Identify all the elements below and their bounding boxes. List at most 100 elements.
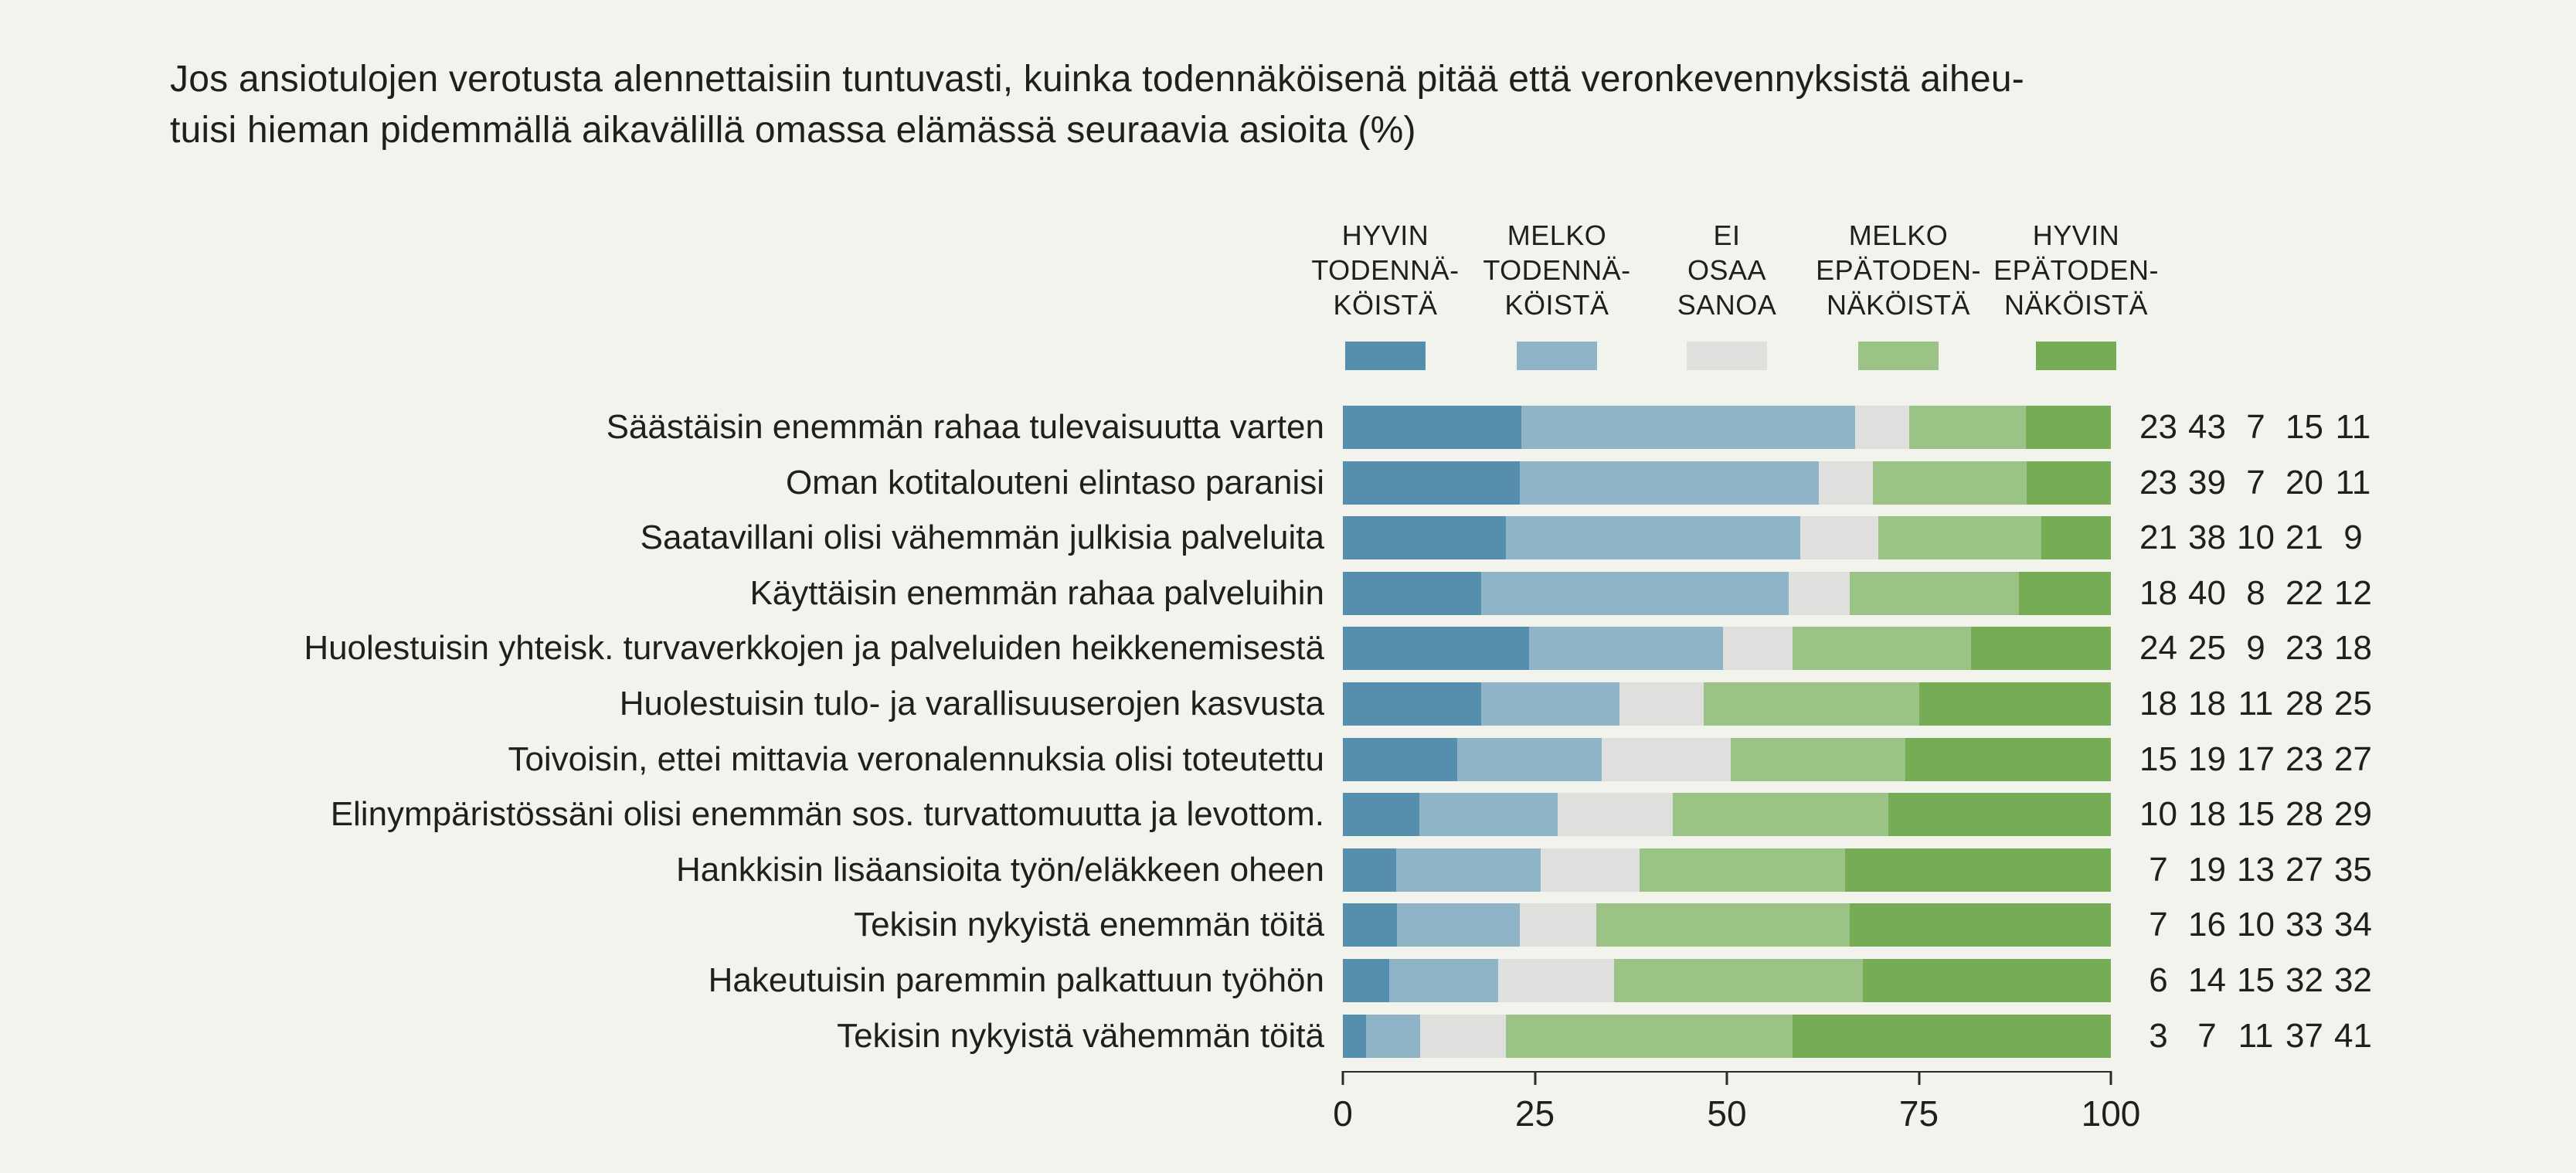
bar-segment-melko-epatodennakoista xyxy=(1872,461,2027,505)
legend-label: HYVIN TODENNÄ- KÖISTÄ xyxy=(1311,219,1460,321)
value-label-melko-epatodennakoista: 23 xyxy=(2285,740,2323,778)
bar-segment-ei-osaa-sanoa xyxy=(1497,958,1615,1002)
value-label-hyvin-epatodennakoista: 27 xyxy=(2334,740,2372,778)
bar-segment-melko-epatodennakoista xyxy=(1596,903,1850,947)
row-values: 18 18 11 28 25 xyxy=(2134,682,2377,726)
value-label-melko-todennakoista: 16 xyxy=(2188,906,2226,944)
value-label-melko-epatodennakoista: 28 xyxy=(2285,795,2323,834)
chart-row: Toivoisin, ettei mittavia veronalennuksi… xyxy=(0,737,2576,794)
bar-segment-melko-epatodennakoista xyxy=(1908,406,2026,449)
value-label-ei-osaa-sanoa: 15 xyxy=(2237,795,2275,834)
bar-segment-melko-epatodennakoista xyxy=(1704,682,1919,726)
value-label-melko-todennakoista: 40 xyxy=(2188,573,2226,612)
value-label-ei-osaa-sanoa: 7 xyxy=(2246,463,2265,502)
legend-item-hyvin-todennakoista: HYVIN TODENNÄ- KÖISTÄ xyxy=(1296,218,1474,370)
bar-segment-hyvin-epatodennakoista xyxy=(1888,793,2111,837)
axis-tick xyxy=(1534,1071,1536,1085)
bar-segment-melko-todennakoista xyxy=(1419,793,1558,837)
legend-swatch-hyvin-epatodennakoista xyxy=(2036,342,2116,370)
row-bar xyxy=(1343,461,2111,505)
row-bar xyxy=(1343,793,2111,837)
row-values: 7 16 10 33 34 xyxy=(2134,903,2377,947)
bar-segment-melko-todennakoista xyxy=(1396,903,1520,947)
bar-segment-melko-todennakoista xyxy=(1395,848,1541,892)
value-label-ei-osaa-sanoa: 7 xyxy=(2246,408,2265,446)
row-bar xyxy=(1343,516,2111,560)
value-label-melko-todennakoista: 43 xyxy=(2188,408,2226,446)
axis-tick xyxy=(1725,1071,1728,1085)
bar-segment-ei-osaa-sanoa xyxy=(1519,903,1597,947)
bar-segment-ei-osaa-sanoa xyxy=(1819,461,1873,505)
row-bar xyxy=(1343,1014,2111,1058)
legend-swatch-hyvin-todennakoista xyxy=(1345,342,1426,370)
bar-segment-hyvin-todennakoista xyxy=(1343,682,1481,726)
value-label-melko-todennakoista: 14 xyxy=(2188,960,2226,999)
bar-segment-melko-todennakoista xyxy=(1456,737,1602,781)
bar-segment-melko-todennakoista xyxy=(1519,461,1820,505)
bar-segment-melko-todennakoista xyxy=(1528,627,1723,671)
row-label: Toivoisin, ettei mittavia veronalennuksi… xyxy=(508,740,1324,778)
value-label-hyvin-epatodennakoista: 34 xyxy=(2334,906,2372,944)
bar-segment-melko-todennakoista xyxy=(1366,1014,1421,1058)
bar-segment-hyvin-todennakoista xyxy=(1343,958,1390,1002)
value-label-melko-epatodennakoista: 15 xyxy=(2285,408,2323,446)
value-label-melko-epatodennakoista: 20 xyxy=(2285,463,2323,502)
row-label: Oman kotitalouteni elintaso paranisi xyxy=(785,463,1324,502)
legend-swatch-melko-epatodennakoista xyxy=(1858,342,1939,370)
bar-segment-ei-osaa-sanoa xyxy=(1788,571,1850,615)
bar-segment-melko-epatodennakoista xyxy=(1850,571,2019,615)
value-label-ei-osaa-sanoa: 11 xyxy=(2238,1016,2274,1055)
value-label-hyvin-todennakoista: 15 xyxy=(2139,740,2177,778)
row-bar xyxy=(1343,958,2112,1002)
row-values: 24 25 9 23 18 xyxy=(2134,627,2377,670)
bar-segment-melko-todennakoista xyxy=(1389,958,1498,1002)
value-label-melko-epatodennakoista: 33 xyxy=(2285,906,2323,944)
row-values: 3 7 11 37 41 xyxy=(2134,1015,2377,1058)
value-label-melko-epatodennakoista: 32 xyxy=(2285,960,2323,999)
legend-item-ei-osaa-sanoa: EI OSAA SANOA xyxy=(1638,218,1816,370)
legend-label: MELKO EPÄTODEN- NÄKÖISTÄ xyxy=(1816,219,1981,321)
bar-segment-hyvin-todennakoista xyxy=(1343,903,1397,947)
axis-tick-label: 75 xyxy=(1898,1093,1939,1134)
x-axis: 0 25 50 75 100 xyxy=(1333,1071,2140,1134)
value-label-melko-todennakoista: 18 xyxy=(2188,795,2226,834)
value-label-hyvin-epatodennakoista: 29 xyxy=(2334,795,2372,834)
row-label: Käyttäisin enemmän rahaa palveluihin xyxy=(749,573,1324,612)
legend-label: EI OSAA SANOA xyxy=(1677,219,1777,321)
row-bar xyxy=(1343,571,2111,615)
bar-segment-hyvin-todennakoista xyxy=(1343,461,1520,505)
bar-segment-melko-todennakoista xyxy=(1480,682,1619,726)
row-values: 18 40 8 22 12 xyxy=(2134,572,2377,615)
value-label-ei-osaa-sanoa: 9 xyxy=(2246,629,2265,668)
axis-tick-label: 0 xyxy=(1333,1093,1353,1134)
bar-segment-hyvin-todennakoista xyxy=(1343,1014,1367,1058)
row-label: Tekisin nykyistä enemmän töitä xyxy=(854,906,1324,944)
value-label-hyvin-todennakoista: 23 xyxy=(2139,408,2177,446)
bar-segment-melko-epatodennakoista xyxy=(1505,1014,1793,1058)
bar-segment-melko-todennakoista xyxy=(1480,571,1789,615)
value-label-melko-todennakoista: 18 xyxy=(2188,684,2226,722)
chart-row: Elinympäristössäni olisi enemmän sos. tu… xyxy=(0,793,2576,848)
bar-segment-ei-osaa-sanoa xyxy=(1601,737,1731,781)
value-label-hyvin-epatodennakoista: 18 xyxy=(2334,629,2372,668)
value-label-melko-epatodennakoista: 37 xyxy=(2285,1016,2323,1055)
value-label-melko-todennakoista: 39 xyxy=(2188,463,2226,502)
value-label-melko-todennakoista: 19 xyxy=(2188,740,2226,778)
axis-tick xyxy=(1918,1071,1920,1085)
value-label-hyvin-epatodennakoista: 11 xyxy=(2335,408,2371,446)
value-label-melko-todennakoista: 7 xyxy=(2197,1016,2217,1055)
row-bar xyxy=(1343,627,2111,671)
bar-segment-hyvin-epatodennakoista xyxy=(1862,958,2112,1002)
bar-segment-melko-epatodennakoista xyxy=(1639,848,1845,892)
value-label-melko-epatodennakoista: 23 xyxy=(2285,629,2323,668)
value-label-hyvin-epatodennakoista: 41 xyxy=(2334,1016,2372,1055)
legend-item-hyvin-epatodennakoista: HYVIN EPÄTODEN- NÄKÖISTÄ xyxy=(1987,218,2165,370)
legend-item-melko-epatodennakoista: MELKO EPÄTODEN- NÄKÖISTÄ xyxy=(1810,218,1987,370)
bar-segment-melko-epatodennakoista xyxy=(1614,958,1863,1002)
value-label-hyvin-epatodennakoista: 12 xyxy=(2334,573,2372,612)
row-bar xyxy=(1343,903,2111,947)
value-label-melko-todennakoista: 38 xyxy=(2188,518,2226,557)
bar-segment-hyvin-todennakoista xyxy=(1343,848,1396,892)
row-values: 23 43 7 15 11 xyxy=(2134,406,2377,449)
